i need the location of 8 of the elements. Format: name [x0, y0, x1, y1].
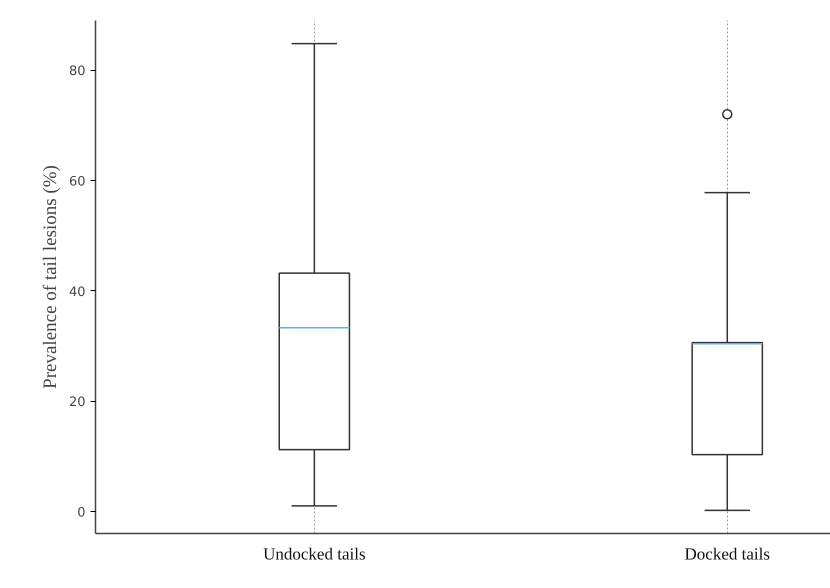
x-tick-label: Undocked tails [263, 544, 366, 564]
y-tick-label: 0 [77, 505, 86, 520]
y-tick-label: 80 [68, 64, 86, 80]
x-tick-label: Docked tails [684, 544, 770, 564]
y-tick-label: 40 [68, 284, 86, 300]
y-axis-title: Prevalence of tail lesions (%) [40, 165, 61, 389]
y-tick-label: 60 [68, 174, 86, 190]
y-tick-label: 20 [68, 395, 86, 410]
